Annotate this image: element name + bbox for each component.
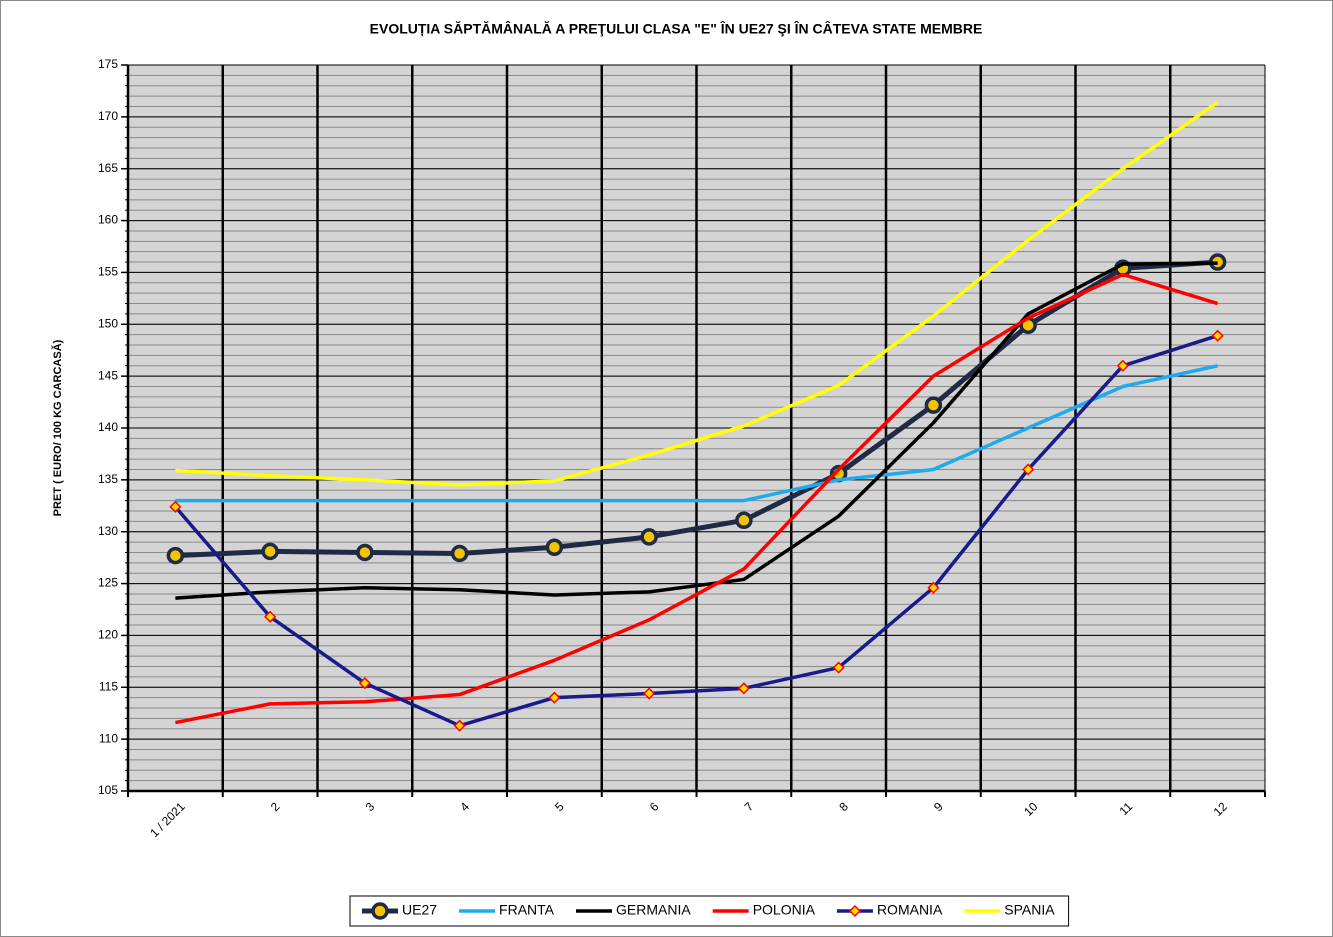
marker — [453, 719, 466, 732]
legend-label: SPANIA — [1004, 902, 1055, 918]
y-tick-label: 105 — [98, 783, 118, 797]
series-line — [175, 261, 1218, 600]
legend-label: FRANTA — [499, 902, 555, 918]
marker — [356, 543, 374, 562]
marker — [927, 581, 940, 594]
series-line — [175, 100, 1219, 487]
legend: UE27 FRANTA GERMANIA POLONIA ROMANIA SPANIA — [349, 895, 1070, 927]
y-tick-label: 145 — [98, 368, 118, 382]
series-line — [174, 334, 1219, 728]
marker — [1022, 463, 1035, 476]
y-tick-label: 155 — [98, 265, 118, 279]
legend-label: UE27 — [402, 902, 437, 918]
marker — [848, 904, 861, 918]
marker — [832, 661, 845, 674]
y-tick-label: 125 — [98, 576, 118, 590]
marker — [735, 511, 753, 530]
marker — [261, 542, 279, 561]
marker — [371, 902, 389, 920]
y-tick-label: 150 — [98, 316, 118, 330]
marker — [358, 677, 371, 690]
y-tick-label: 115 — [99, 679, 118, 693]
y-tick-label: 120 — [98, 628, 118, 642]
legend-label: GERMANIA — [616, 902, 691, 918]
y-tick-label: 110 — [99, 731, 118, 745]
y-axis-label: PRET ( EURO/ 100 KG CARCASĂ) — [51, 339, 64, 516]
marker — [1116, 359, 1129, 372]
y-tick-label: 135 — [98, 472, 118, 486]
series-line — [175, 272, 1219, 725]
legend-label: POLONIA — [753, 902, 816, 918]
y-tick-label: 175 — [98, 57, 118, 71]
marker — [924, 396, 943, 414]
marker — [1211, 329, 1224, 342]
marker — [169, 500, 182, 513]
legend-label: ROMANIA — [877, 902, 943, 918]
y-tick-label: 130 — [98, 524, 118, 538]
marker — [545, 538, 564, 557]
marker — [166, 546, 185, 565]
series-line — [175, 259, 1218, 559]
legend-box — [349, 895, 1070, 927]
marker — [643, 687, 656, 700]
chart-title: EVOLUȚIA SĂPTĂMÂNALĂ A PREŢULUI CLASA "E… — [370, 20, 983, 37]
marker — [737, 682, 750, 695]
y-tick-label: 170 — [98, 109, 118, 123]
marker — [450, 544, 469, 563]
marker — [548, 691, 561, 704]
marker — [640, 528, 658, 546]
marker — [264, 610, 277, 623]
series-line — [175, 364, 1219, 503]
y-tick-label: 140 — [98, 420, 118, 434]
y-tick-label: 160 — [98, 213, 118, 227]
y-tick-label: 165 — [98, 161, 118, 175]
